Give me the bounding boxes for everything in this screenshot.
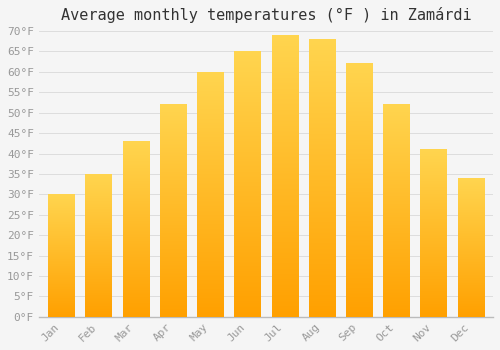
Title: Average monthly temperatures (°F ) in Zamárdi: Average monthly temperatures (°F ) in Za… [60, 7, 471, 23]
